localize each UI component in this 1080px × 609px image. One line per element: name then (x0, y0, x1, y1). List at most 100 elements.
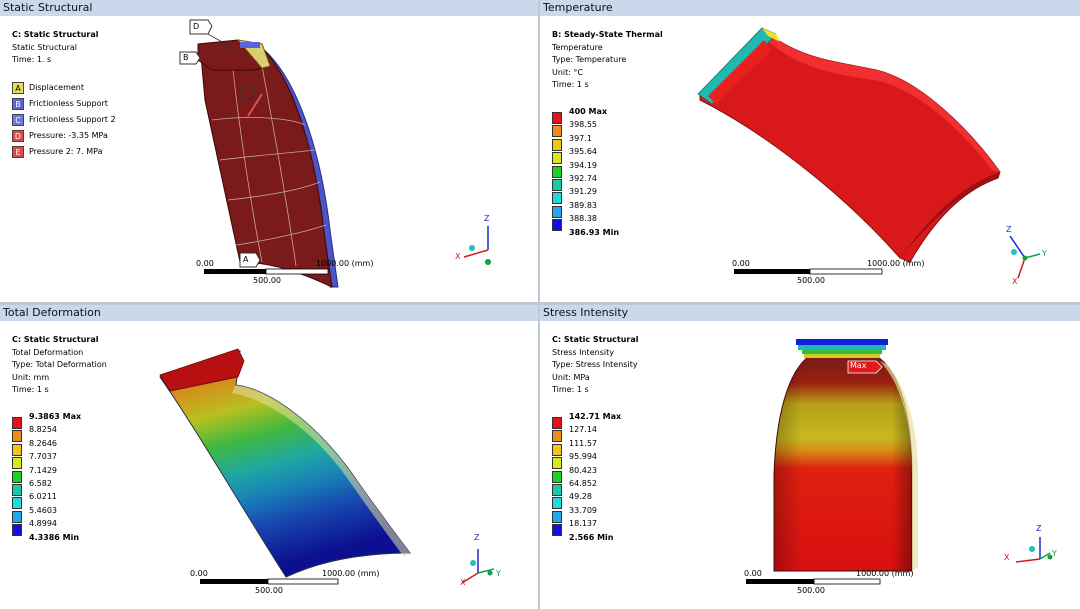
viewport-title: Stress Intensity (540, 305, 1080, 321)
legend-swatch (552, 510, 562, 523)
info-line: B: Steady-State Thermal (552, 30, 663, 39)
legend-swatch (552, 152, 562, 165)
legend-label: 386.93 Min (569, 227, 620, 237)
model-info: B: Steady-State Thermal Temperature Type… (552, 29, 663, 92)
scale-end: 1000.00 (mm) (316, 259, 374, 268)
legend-swatch (552, 219, 562, 232)
bc-key-d: D (12, 130, 24, 142)
legend-label: 95.994 (569, 452, 597, 462)
legend-swatch (552, 524, 562, 537)
bc-label: Frictionless Support (29, 99, 108, 108)
scale-zero: 0.00 (190, 569, 208, 578)
viewport-static-structural[interactable]: Static Structural C: Static Structural S… (0, 0, 538, 302)
legend-label: 395.64 (569, 147, 597, 157)
legend-swatch (12, 483, 22, 496)
legend-label: 9.3863 Max (29, 412, 82, 421)
legend-label: 397.1 (569, 133, 592, 143)
legend-swatch (12, 457, 22, 470)
viewport-total-deformation[interactable]: Total Deformation C: Static Structural T… (0, 305, 538, 609)
scale-mid: 500.00 (797, 586, 825, 595)
legend-label: 394.19 (569, 160, 597, 170)
legend-label: 8.2646 (29, 438, 57, 448)
legend-swatch (552, 417, 562, 429)
model-geometry (179, 19, 491, 288)
bc-key-e: E (12, 146, 24, 158)
bc-label: Displacement (29, 83, 84, 92)
info-line: Stress Intensity (552, 347, 614, 357)
max-probe-tag[interactable]: Max (850, 361, 867, 370)
legend-swatch (552, 443, 562, 456)
model-info: C: Static Structural Stress Intensity Ty… (552, 334, 639, 397)
legend-swatch (12, 443, 22, 456)
legend-swatch (12, 497, 22, 510)
legend-swatch (12, 524, 22, 537)
legend-swatch (552, 165, 562, 178)
info-line: C: Static Structural (12, 335, 99, 344)
info-line: Type: Temperature (552, 55, 627, 64)
info-line: Time: 1 s (12, 385, 49, 394)
legend-swatch (12, 430, 22, 443)
legend-label: 7.7037 (29, 452, 57, 462)
scale-zero: 0.00 (196, 259, 214, 268)
legend-swatch (552, 497, 562, 510)
legend-label: 4.3386 Min (29, 532, 80, 542)
scale-mid: 500.00 (253, 276, 281, 285)
info-line: Time: 1 s (552, 385, 589, 394)
legend-swatch (12, 510, 22, 523)
info-line: Temperature (552, 42, 603, 52)
legend-label: 18.137 (569, 519, 597, 529)
viewport-stress-intensity[interactable]: Stress Intensity C: Static Structural St… (540, 305, 1080, 609)
triad-y-label: Y (496, 569, 501, 578)
info-line: Time: 1 s (552, 80, 589, 89)
info-line: Unit: MPa (552, 372, 590, 382)
viewport-title: Total Deformation (0, 305, 538, 321)
model-info: C: Static Structural Static Structural T… (12, 29, 99, 67)
legend-label: 4.8994 (29, 519, 57, 529)
info-line: C: Static Structural (552, 335, 639, 344)
legend-swatch (552, 125, 562, 138)
scale-zero: 0.00 (744, 569, 762, 578)
bc-label: Frictionless Support 2 (29, 115, 116, 124)
callout-a: A (243, 255, 249, 264)
legend-swatch (552, 457, 562, 470)
legend-swatch (12, 470, 22, 483)
info-line: Type: Total Deformation (12, 360, 107, 369)
scale-mid: 500.00 (255, 586, 283, 595)
legend-label: 2.566 Min (569, 532, 614, 542)
scale-end: 1000.00 (mm) (856, 569, 914, 578)
legend-swatch (552, 138, 562, 151)
legend-label: 80.423 (569, 465, 597, 475)
triad-z-label: Z (1036, 524, 1042, 533)
legend-label: 389.83 (569, 200, 597, 210)
viewport-title: Temperature (540, 0, 1080, 16)
legend-label: 5.4603 (29, 505, 57, 515)
info-line: Type: Stress Intensity (552, 360, 638, 369)
legend-label: 7.1429 (29, 465, 57, 475)
callout-d: D (193, 22, 200, 31)
legend-label: 6.0211 (29, 492, 57, 502)
legend-swatch (552, 192, 562, 205)
bc-key-b: B (12, 98, 24, 110)
legend-label: 8.8254 (29, 425, 57, 435)
legend-swatch (12, 417, 22, 429)
legend-label: 33.709 (569, 505, 597, 515)
info-line: Static Structural (12, 42, 78, 52)
legend-swatch (552, 178, 562, 191)
callout-b: B (183, 53, 189, 62)
legend-label: 6.582 (29, 478, 52, 488)
scale-zero: 0.00 (732, 259, 750, 268)
viewport-temperature[interactable]: Temperature B: Steady-State Thermal Temp… (540, 0, 1080, 302)
viewport-separator[interactable] (0, 302, 1080, 305)
bc-key-c: C (12, 114, 24, 126)
legend-label: 391.29 (569, 187, 597, 197)
info-line: Total Deformation (12, 347, 84, 357)
info-line: C: Static Structural (12, 30, 99, 39)
legend-label: 111.57 (569, 438, 597, 448)
legend-swatch (552, 483, 562, 496)
info-line: Unit: mm (12, 372, 50, 382)
legend-label: 142.71 Max (569, 412, 622, 421)
deformation-contour (159, 348, 495, 585)
legend-swatch (552, 430, 562, 443)
viewport-title: Static Structural (0, 0, 538, 16)
info-line: Time: 1. s (12, 55, 52, 64)
